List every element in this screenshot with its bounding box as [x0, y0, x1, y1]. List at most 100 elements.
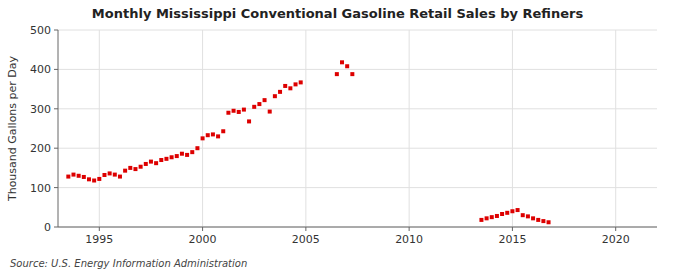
- y-tick-label: 500: [30, 24, 51, 37]
- grid-line-x: [615, 30, 616, 227]
- y-tick: [54, 227, 58, 228]
- grid-line-x: [202, 30, 203, 227]
- y-axis-label: Thousand Gallons per Day: [6, 55, 19, 202]
- point: [175, 154, 179, 158]
- point: [283, 84, 287, 88]
- point: [232, 109, 236, 113]
- y-tick: [54, 148, 58, 149]
- grid-line-y: [58, 30, 657, 31]
- point: [144, 162, 148, 166]
- x-tick-label: 2020: [602, 233, 630, 246]
- point: [118, 175, 122, 179]
- point: [123, 169, 127, 173]
- point: [268, 110, 272, 114]
- source: Source: U.S. Energy Information Administ…: [10, 258, 247, 269]
- point: [159, 158, 163, 162]
- point: [263, 98, 267, 102]
- points: [66, 60, 550, 224]
- point: [190, 150, 194, 154]
- y-tick-label: 100: [30, 182, 51, 195]
- y-tick-label: 200: [30, 142, 51, 155]
- point: [526, 214, 530, 218]
- grid-line-x: [305, 30, 306, 227]
- point: [495, 214, 499, 218]
- grid-line-y: [58, 187, 657, 188]
- grid: [58, 30, 657, 227]
- point: [294, 82, 298, 86]
- point: [516, 208, 520, 212]
- x-tick: [512, 227, 513, 231]
- axes: 1995200020052010201520200100200300400500: [30, 24, 630, 246]
- point: [500, 212, 504, 216]
- point: [170, 155, 174, 159]
- title: Monthly Mississippi Conventional Gasolin…: [92, 6, 584, 21]
- point: [77, 174, 81, 178]
- y-tick-label: 0: [44, 221, 51, 234]
- point: [531, 216, 535, 220]
- point: [350, 72, 354, 76]
- point: [87, 177, 91, 181]
- point: [490, 215, 494, 219]
- point: [97, 177, 101, 181]
- grid-line-x: [409, 30, 410, 227]
- x-tick-label: 2000: [189, 233, 217, 246]
- point: [521, 213, 525, 217]
- point: [257, 102, 261, 106]
- y-tick: [54, 187, 58, 188]
- point: [139, 165, 143, 169]
- x-axis-line: [58, 227, 657, 228]
- point: [541, 219, 545, 223]
- point: [113, 173, 117, 177]
- point: [335, 72, 339, 76]
- y-tick-label: 400: [30, 63, 51, 76]
- y-axis-line: [58, 30, 59, 227]
- x-tick-label: 2015: [498, 233, 526, 246]
- point: [278, 90, 282, 94]
- point: [211, 132, 215, 136]
- grid-line-y: [58, 69, 657, 70]
- point: [547, 220, 551, 224]
- point: [237, 110, 241, 114]
- grid-line-y: [58, 108, 657, 109]
- y-tick-label: 300: [30, 103, 51, 116]
- point: [164, 157, 168, 161]
- point: [216, 134, 220, 138]
- y-tick: [54, 30, 58, 31]
- point: [242, 108, 246, 112]
- point: [71, 173, 75, 177]
- point: [221, 129, 225, 133]
- point: [92, 179, 96, 183]
- point: [133, 167, 137, 171]
- point: [288, 86, 292, 90]
- point: [206, 133, 210, 137]
- grid-line-y: [58, 227, 657, 228]
- x-tick: [615, 227, 616, 231]
- point: [108, 171, 112, 175]
- point: [536, 218, 540, 222]
- x-tick-label: 1995: [85, 233, 113, 246]
- point: [505, 211, 509, 215]
- y-tick: [54, 69, 58, 70]
- point: [345, 64, 349, 68]
- x-tick-label: 2010: [395, 233, 423, 246]
- point: [102, 173, 106, 177]
- chart: 1995200020052010201520200100200300400500…: [0, 0, 675, 275]
- point: [299, 80, 303, 84]
- point: [180, 152, 184, 156]
- grid-line-x: [99, 30, 100, 227]
- point: [195, 146, 199, 150]
- point: [273, 94, 277, 98]
- x-tick: [99, 227, 100, 231]
- point: [510, 209, 514, 213]
- point: [128, 166, 132, 170]
- x-tick: [409, 227, 410, 231]
- point: [66, 175, 70, 179]
- point: [154, 161, 158, 165]
- x-tick: [305, 227, 306, 231]
- point: [479, 218, 483, 222]
- grid-line-x: [512, 30, 513, 227]
- point: [201, 136, 205, 140]
- grid-line-y: [58, 148, 657, 149]
- point: [149, 160, 153, 164]
- y-tick: [54, 108, 58, 109]
